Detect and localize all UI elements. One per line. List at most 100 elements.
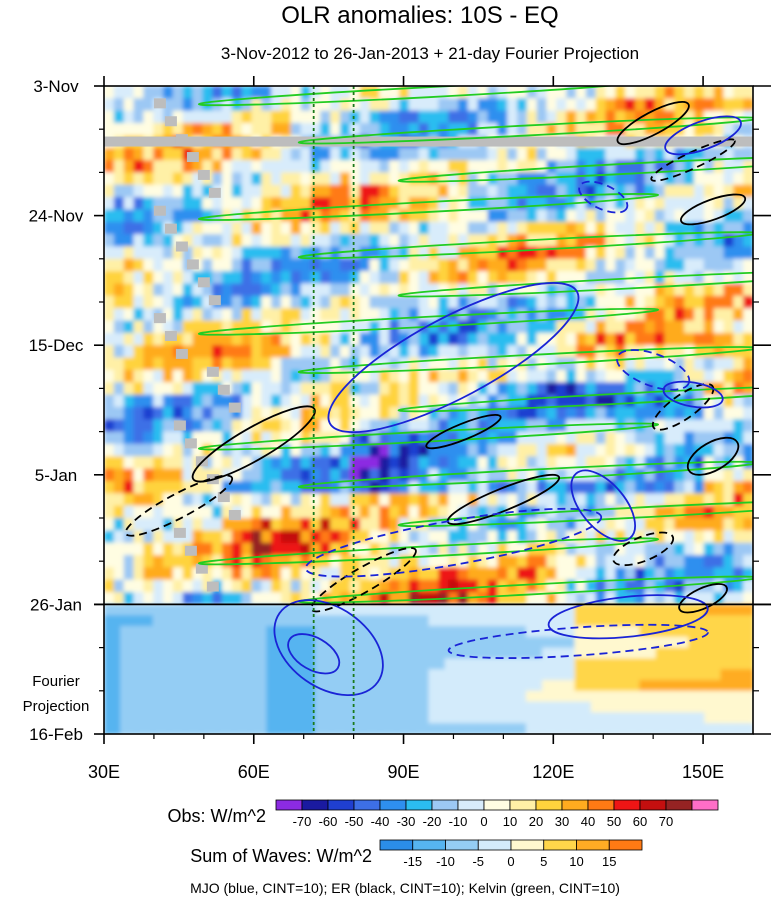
heatmap-cell bbox=[428, 369, 439, 383]
heatmap-cell bbox=[585, 295, 597, 309]
heatmap-cell bbox=[251, 567, 262, 581]
heatmap-cell bbox=[743, 493, 753, 507]
heatmap-cell bbox=[654, 160, 666, 173]
colorbar-swatch bbox=[535, 799, 563, 811]
heatmap-cell bbox=[222, 147, 233, 161]
heatmap-cell bbox=[412, 636, 430, 649]
heatmap-cell bbox=[605, 86, 616, 99]
heatmap-cell bbox=[487, 468, 498, 482]
heatmap-cell bbox=[684, 357, 695, 371]
heatmap-cell bbox=[222, 234, 233, 247]
heatmap-cell bbox=[241, 431, 253, 445]
heatmap-cell bbox=[497, 406, 508, 420]
heatmap-cell bbox=[493, 712, 511, 724]
heatmap-cell bbox=[359, 320, 371, 334]
heatmap-cell bbox=[172, 542, 184, 556]
heatmap-cell bbox=[438, 209, 449, 223]
heatmap-cell bbox=[615, 443, 626, 457]
heatmap-cell bbox=[104, 701, 121, 713]
heatmap-cell bbox=[201, 658, 219, 670]
heatmap-cell bbox=[408, 505, 420, 519]
heatmap-cell bbox=[517, 555, 528, 568]
heatmap-cell bbox=[104, 567, 115, 581]
heatmap-cell bbox=[566, 592, 577, 605]
heatmap-cell bbox=[607, 615, 624, 627]
heatmap-cell bbox=[418, 172, 430, 186]
heatmap-cell bbox=[143, 160, 154, 173]
heatmap-cell bbox=[330, 295, 341, 309]
heatmap-cell bbox=[202, 295, 213, 309]
heatmap-cell bbox=[694, 172, 705, 186]
heatmap-cell bbox=[222, 518, 233, 531]
heatmap-cell bbox=[310, 320, 321, 334]
heatmap-cell bbox=[290, 369, 302, 383]
heatmap-cell bbox=[517, 160, 528, 173]
heatmap-cell bbox=[251, 505, 262, 519]
obs-colorbar-label: Obs: W/m^2 bbox=[168, 806, 266, 826]
heatmap-cell bbox=[448, 542, 459, 556]
heatmap-cell bbox=[408, 493, 420, 507]
heatmap-cell bbox=[408, 394, 420, 408]
heatmap-cell bbox=[477, 419, 489, 433]
heatmap-cell bbox=[251, 86, 262, 99]
heatmap-cell bbox=[595, 419, 607, 433]
heatmap-cell bbox=[655, 636, 673, 649]
heatmap-cell bbox=[684, 468, 695, 482]
heatmap-cell bbox=[266, 658, 284, 670]
heatmap-cell bbox=[576, 518, 587, 531]
heatmap-cell bbox=[605, 382, 616, 396]
heatmap-cell bbox=[525, 615, 543, 627]
heatmap-cell bbox=[271, 197, 282, 210]
heatmap-cell bbox=[607, 604, 624, 616]
heatmap-cell bbox=[644, 221, 656, 235]
heatmap-cell bbox=[192, 98, 203, 112]
heatmap-cell bbox=[153, 443, 164, 457]
heatmap-cell bbox=[281, 258, 292, 272]
heatmap-cell bbox=[585, 443, 597, 457]
colorbar-tick-label: 0 bbox=[507, 854, 514, 869]
heatmap-cell bbox=[172, 481, 184, 494]
heatmap-cell bbox=[143, 431, 154, 445]
heatmap-cell bbox=[330, 184, 341, 198]
heatmap-cell bbox=[509, 615, 527, 627]
heatmap-cell bbox=[595, 184, 607, 198]
heatmap-cell bbox=[320, 197, 331, 210]
heatmap-cell bbox=[418, 234, 430, 247]
heatmap-cell bbox=[458, 542, 469, 556]
heatmap-cell bbox=[104, 160, 115, 173]
heatmap-cell bbox=[438, 271, 449, 284]
heatmap-cell bbox=[399, 505, 410, 519]
heatmap-cell bbox=[733, 592, 744, 605]
heatmap-cell bbox=[733, 246, 744, 260]
heatmap-cell bbox=[133, 493, 144, 507]
er-contour bbox=[680, 193, 747, 226]
heatmap-cell bbox=[438, 357, 449, 371]
heatmap-cell bbox=[671, 712, 689, 724]
heatmap-cell bbox=[684, 431, 695, 445]
heatmap-cell bbox=[674, 357, 685, 371]
heatmap-cell bbox=[300, 197, 312, 210]
heatmap-cell bbox=[359, 160, 371, 173]
heatmap-cell bbox=[281, 160, 292, 173]
heatmap-cell bbox=[477, 712, 494, 724]
heatmap-cell bbox=[625, 160, 636, 173]
heatmap-cell bbox=[639, 690, 657, 703]
heatmap-cell bbox=[300, 394, 312, 408]
heatmap-cell bbox=[448, 147, 459, 161]
heatmap-cell bbox=[605, 246, 616, 260]
heatmap-cell bbox=[418, 443, 430, 457]
heatmap-cell bbox=[290, 320, 302, 334]
heatmap-cell bbox=[684, 493, 695, 507]
heatmap-cell bbox=[477, 481, 489, 494]
heatmap-cell bbox=[723, 406, 734, 420]
heatmap-cell bbox=[163, 468, 174, 482]
heatmap-cell bbox=[507, 197, 518, 210]
heatmap-cell bbox=[467, 357, 479, 371]
heatmap-cell bbox=[595, 530, 607, 544]
heatmap-cell bbox=[615, 542, 626, 556]
heatmap-cell bbox=[674, 332, 685, 346]
heatmap-cell bbox=[233, 690, 251, 703]
heatmap-cell bbox=[399, 308, 410, 322]
heatmap-cell bbox=[517, 357, 528, 371]
heatmap-cell bbox=[231, 579, 243, 593]
